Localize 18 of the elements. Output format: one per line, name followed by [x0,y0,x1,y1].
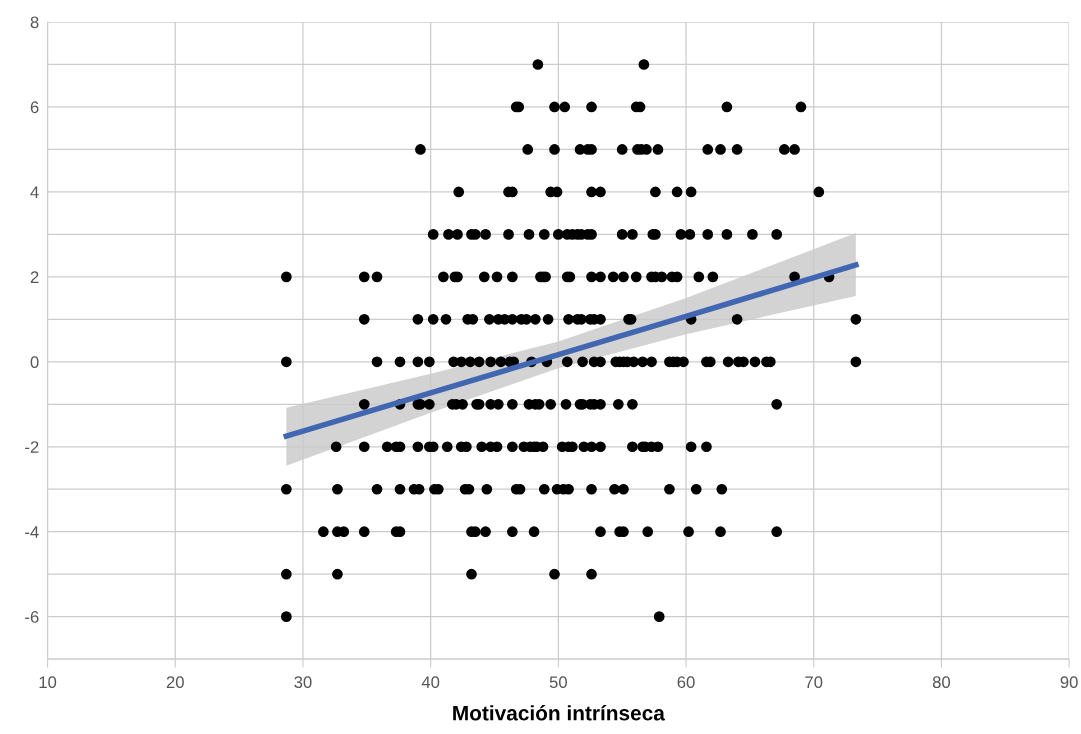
y-tick-label: 2 [30,271,39,283]
y-tick-label: -6 [25,611,39,623]
y-tick-label: 0 [30,356,39,369]
y-tick-label: -4 [25,526,39,538]
y-tick-label: 8 [30,16,39,29]
y-tick-label: -2 [25,441,39,453]
x-tick-label: 30 [294,676,312,689]
x-axis-title: Motivación intrínseca [453,705,665,721]
x-tick-label: 50 [549,676,567,689]
y-tick-label: 4 [30,186,39,198]
x-tick-label: 10 [39,676,57,689]
x-tick-label: 90 [1060,676,1078,689]
x-tick-label: 80 [932,676,951,689]
x-tick-label: 60 [677,676,695,689]
x-tick-label: 70 [805,676,823,689]
x-tick-label: 40 [421,676,440,689]
y-tick-label: 6 [30,101,39,114]
x-tick-label: 20 [166,676,184,689]
